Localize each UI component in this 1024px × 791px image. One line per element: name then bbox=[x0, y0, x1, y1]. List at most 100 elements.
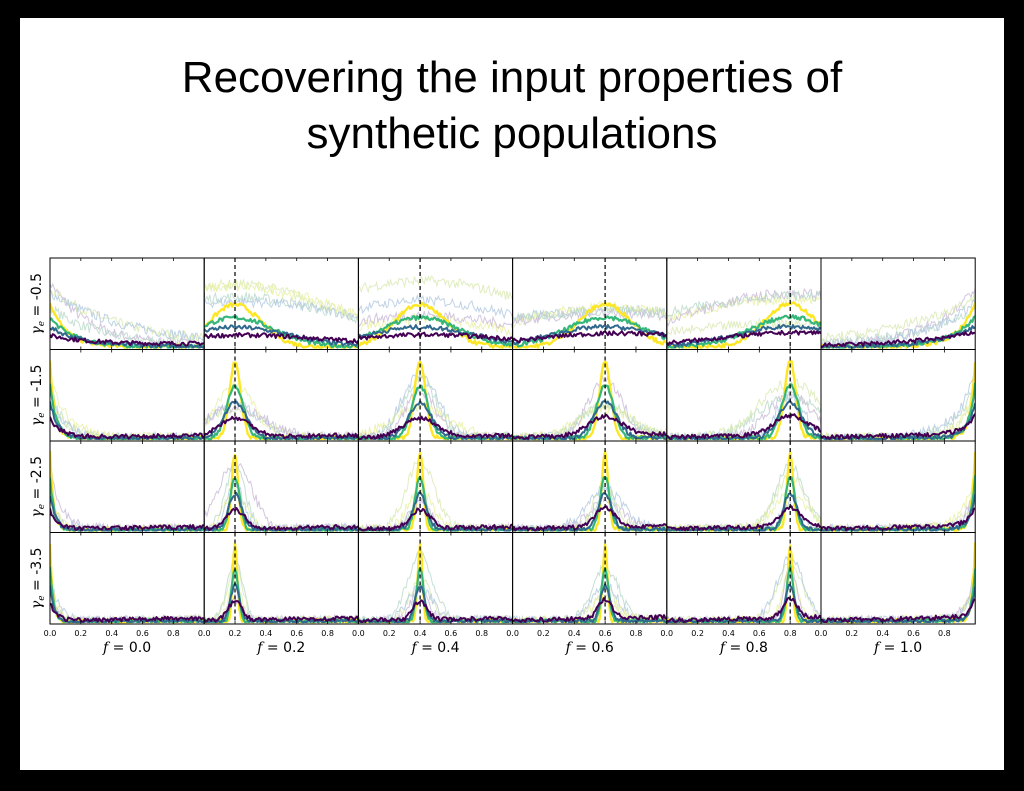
row-label-1: γe = -1.5 bbox=[29, 364, 47, 426]
series-line-3 bbox=[50, 416, 205, 440]
series-line-0 bbox=[358, 542, 513, 624]
slide-title-line-2: synthetic populations bbox=[306, 109, 718, 158]
panel-r0-c0 bbox=[49, 257, 205, 350]
x-tick-label: 0.0 bbox=[506, 629, 519, 638]
x-tick-label: 0.4 bbox=[414, 629, 427, 638]
series-line-3 bbox=[666, 596, 821, 623]
panel-frame bbox=[820, 440, 976, 533]
background-histogram-line bbox=[50, 574, 205, 624]
x-tick-label: 0.0 bbox=[198, 629, 211, 638]
panel-frame bbox=[512, 532, 668, 625]
panel-r3-c2 bbox=[357, 532, 514, 625]
background-histogram-line bbox=[358, 310, 513, 330]
series-line-3 bbox=[358, 507, 513, 532]
panel-r2-c5 bbox=[820, 440, 976, 533]
panel-r3-c5 bbox=[820, 532, 976, 625]
series-line-2 bbox=[358, 491, 513, 532]
x-tick-label: 0.0 bbox=[352, 629, 365, 638]
slide-title-line-1: Recovering the input properties of bbox=[181, 53, 843, 102]
x-tick-label: 0.8 bbox=[630, 629, 643, 638]
panel-frame bbox=[203, 349, 359, 442]
series-line-3 bbox=[204, 507, 359, 532]
series-line-2 bbox=[358, 400, 513, 440]
background-histogram-line bbox=[821, 288, 976, 349]
x-tick-label: 0.4 bbox=[568, 629, 581, 638]
background-histogram-line bbox=[821, 294, 976, 343]
x-tick-label: 0.8 bbox=[475, 629, 488, 638]
panel-r1-c5 bbox=[820, 349, 976, 442]
background-histogram-line bbox=[666, 287, 821, 327]
background-histogram-line bbox=[821, 388, 976, 441]
panel-r0-c1 bbox=[203, 257, 359, 350]
panel-r1-c3 bbox=[512, 349, 668, 442]
panel-r3-c3 bbox=[512, 532, 668, 625]
series-line-2 bbox=[512, 583, 667, 623]
panel-r3-c4 bbox=[666, 532, 822, 625]
background-histogram-line bbox=[512, 304, 667, 322]
x-tick-label: 0.6 bbox=[445, 629, 458, 638]
panel-r0-c3 bbox=[512, 257, 668, 350]
panel-r3-c1 bbox=[203, 532, 359, 625]
x-tick-label: 0.6 bbox=[907, 629, 920, 638]
x-tick-label: 0.4 bbox=[722, 629, 735, 638]
series-line-3 bbox=[512, 330, 667, 344]
background-histogram-line bbox=[666, 289, 821, 317]
series-line-0 bbox=[512, 543, 667, 624]
slide-title: Recovering the input properties of synth… bbox=[20, 50, 1004, 162]
series-line-3 bbox=[358, 599, 513, 623]
background-histogram-line bbox=[50, 289, 205, 342]
x-tick-label: 0.2 bbox=[537, 629, 550, 638]
panel-frame bbox=[49, 532, 205, 625]
series-line-0 bbox=[50, 544, 205, 624]
series-line-2 bbox=[666, 324, 821, 349]
background-histogram-line bbox=[50, 288, 205, 343]
background-histogram-line bbox=[821, 381, 976, 441]
x-tick-label: 0.8 bbox=[167, 629, 180, 638]
series-line-2 bbox=[204, 491, 359, 532]
x-tick-label: 0.0 bbox=[815, 629, 828, 638]
x-tick-label: 0.4 bbox=[876, 629, 889, 638]
background-histogram-line bbox=[512, 301, 667, 329]
panel-r0-c5 bbox=[820, 257, 976, 350]
x-tick-label: 0.6 bbox=[136, 629, 149, 638]
series-line-1 bbox=[50, 566, 205, 624]
slide: Recovering the input properties of synth… bbox=[20, 18, 1004, 770]
x-tick-label: 0.8 bbox=[938, 629, 951, 638]
background-histogram-line bbox=[204, 281, 359, 317]
panel-r2-c3 bbox=[512, 440, 668, 533]
series-line-3 bbox=[358, 415, 513, 440]
series-line-3 bbox=[50, 602, 205, 623]
series-line-1 bbox=[666, 314, 821, 349]
series-line-3 bbox=[821, 413, 976, 440]
panel-frame bbox=[820, 532, 976, 625]
x-tick-label: 0.8 bbox=[784, 629, 797, 638]
series-line-3 bbox=[666, 329, 821, 346]
series-line-3 bbox=[50, 333, 205, 347]
panel-r1-c0 bbox=[49, 349, 205, 442]
column-label-3: f = 0.6 bbox=[565, 640, 614, 656]
panel-r0-c4 bbox=[666, 257, 822, 350]
background-histogram-line bbox=[666, 317, 821, 338]
row-label-2: γe = -2.5 bbox=[29, 456, 47, 518]
series-line-3 bbox=[666, 413, 821, 440]
x-tick-label: 0.4 bbox=[260, 629, 273, 638]
x-tick-label: 0.2 bbox=[74, 629, 87, 638]
panel-r2-c2 bbox=[357, 440, 514, 533]
background-histogram-line bbox=[512, 484, 667, 533]
x-tick-label: 0.6 bbox=[290, 629, 303, 638]
background-histogram-line bbox=[821, 563, 976, 624]
series-line-3 bbox=[666, 505, 821, 532]
series-line-1 bbox=[512, 567, 667, 624]
series-line-3 bbox=[512, 597, 667, 623]
series-line-0 bbox=[358, 301, 513, 349]
panel-frame bbox=[49, 440, 205, 533]
panel-frame bbox=[357, 532, 514, 625]
x-tick-label: 0.2 bbox=[229, 629, 242, 638]
panel-r1-c2 bbox=[357, 349, 514, 442]
series-line-3 bbox=[512, 505, 667, 532]
row-label-3: γe = -3.5 bbox=[29, 547, 47, 609]
x-tick-label: 0.6 bbox=[753, 629, 766, 638]
x-tick-label: 0.4 bbox=[105, 629, 118, 638]
panel-r2-c4 bbox=[666, 440, 822, 533]
